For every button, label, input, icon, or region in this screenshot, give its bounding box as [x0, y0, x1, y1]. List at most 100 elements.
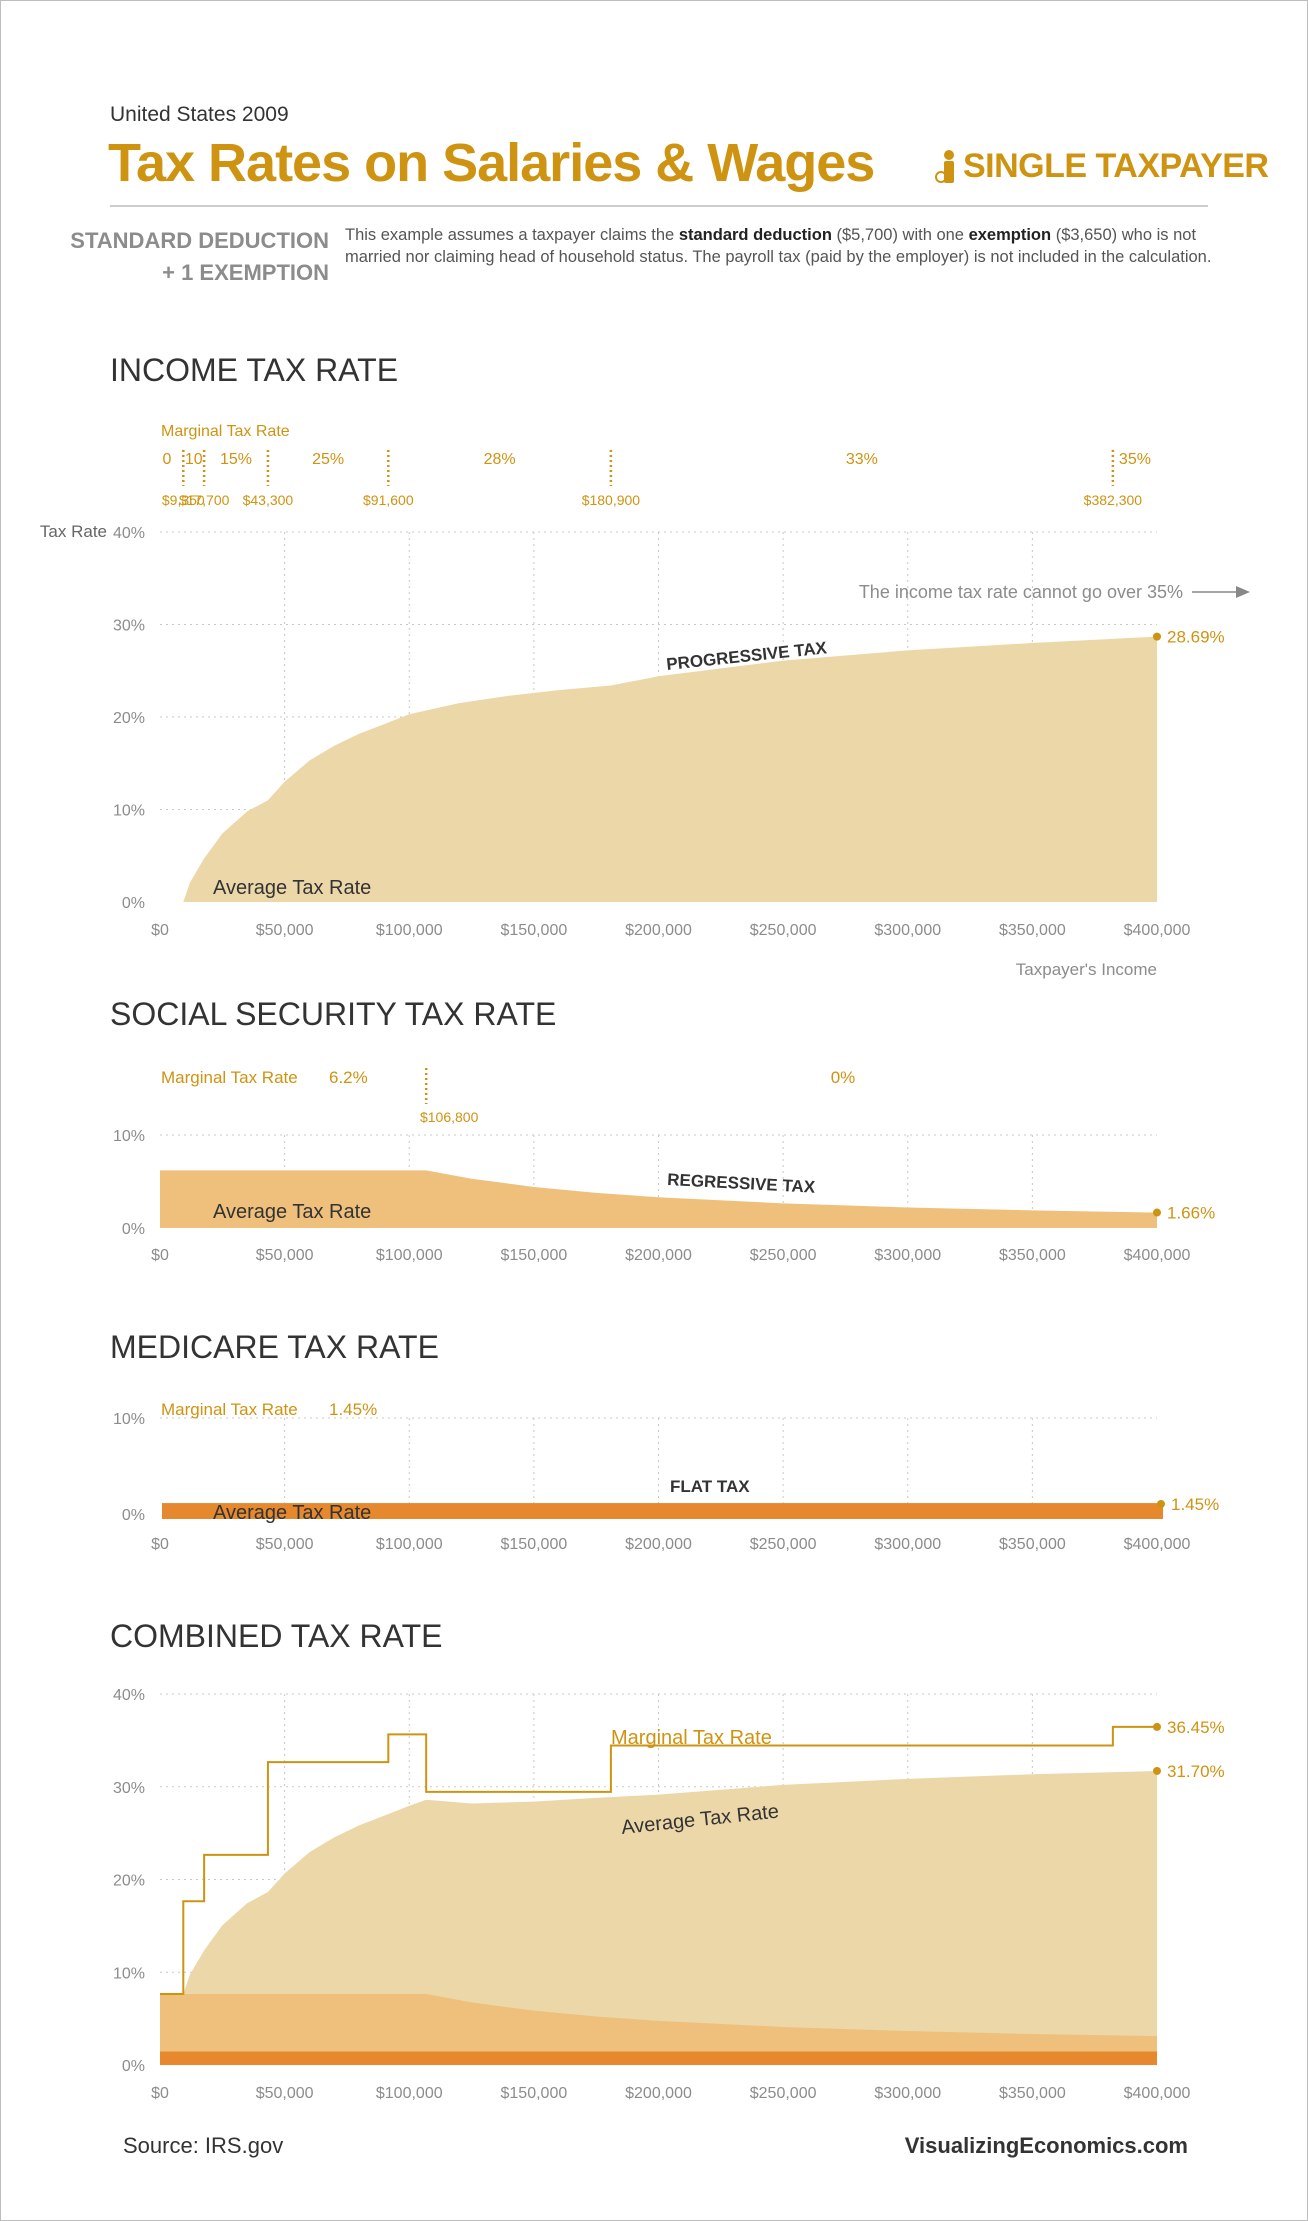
taxpayer-label-text: SINGLE TAXPAYER — [963, 147, 1269, 185]
x-tick-label: $100,000 — [376, 922, 443, 939]
income-marginal-rate: 25% — [312, 451, 344, 468]
deduction-label-line2: + 1 EXEMPTION — [162, 260, 329, 285]
ss-marginal-title: Marginal Tax Rate — [161, 1068, 298, 1087]
x-tick-label: $200,000 — [625, 2085, 692, 2102]
ss-threshold-label: $106,800 — [420, 1109, 479, 1125]
taxpayer-icon — [935, 149, 954, 183]
x-tick-label: $0 — [151, 1536, 169, 1553]
x-tick-label: $250,000 — [750, 1536, 817, 1553]
arrow-icon — [1236, 586, 1250, 598]
combined-section-title: COMBINED TAX RATE — [110, 1618, 443, 1654]
ss-end-label-dot — [1153, 1208, 1161, 1217]
x-tick-label: $400,000 — [1124, 1247, 1191, 1264]
x-tick-label: $250,000 — [750, 2085, 817, 2102]
income-threshold-label: $9,350 — [162, 492, 205, 508]
x-tick-label: $0 — [151, 2085, 169, 2102]
ss-average-area — [160, 1170, 1157, 1228]
y-tick-label: 10% — [113, 1128, 145, 1145]
medicare-series-label: Average Tax Rate — [213, 1502, 371, 1524]
medicare-end-label-dot — [1157, 1500, 1165, 1508]
x-tick-label: $300,000 — [874, 1247, 941, 1264]
combined-marginal-label: Marginal Tax Rate — [611, 1727, 772, 1749]
description-part: This example assumes a taxpayer claims t… — [345, 226, 679, 244]
income-marginal-rate: 33% — [846, 451, 878, 468]
supertitle: United States 2009 — [110, 103, 289, 126]
combined-marginal-end-label-dot — [1153, 1722, 1161, 1731]
combined-average-end-label-dot — [1153, 1766, 1161, 1775]
description-text: This example assumes a taxpayer claims t… — [345, 224, 1215, 268]
x-tick-label: $50,000 — [256, 1536, 314, 1553]
x-tick-label: $300,000 — [874, 922, 941, 939]
x-tick-label: $0 — [151, 922, 169, 939]
y-tick-label: 30% — [113, 618, 145, 635]
x-tick-label: $250,000 — [750, 1247, 817, 1264]
medicare-flat-bar — [162, 1503, 1163, 1519]
y-tick-label: 40% — [113, 1687, 145, 1704]
x-tick-label: $400,000 — [1124, 2085, 1191, 2102]
x-axis-label: Taxpayer's Income — [1016, 960, 1157, 979]
page-title: Tax Rates on Salaries & Wages — [108, 133, 875, 193]
x-tick-label: $400,000 — [1124, 1536, 1191, 1553]
y-tick-label: 10% — [113, 1965, 145, 1982]
ss-marginal-rate: 6.2% — [329, 1068, 368, 1087]
x-tick-label: $200,000 — [625, 922, 692, 939]
single-taxpayer-label: SINGLE TAXPAYER — [935, 147, 1269, 186]
x-tick-label: $300,000 — [874, 1536, 941, 1553]
medicare-marginal-rate: 1.45% — [329, 1400, 377, 1419]
x-tick-label: $350,000 — [999, 2085, 1066, 2102]
x-tick-label: $50,000 — [256, 922, 314, 939]
y-tick-label: 40% — [113, 525, 145, 542]
medicare-section-title: MEDICARE TAX RATE — [110, 1329, 439, 1365]
x-tick-label: $150,000 — [501, 2085, 568, 2102]
x-tick-label: $100,000 — [376, 1247, 443, 1264]
income-marginal-rate: 28% — [484, 451, 516, 468]
brand-text: VisualizingEconomics.com — [904, 2133, 1188, 2158]
y-tick-label: 10% — [113, 803, 145, 820]
income-note: The income tax rate cannot go over 35% — [859, 582, 1183, 602]
income-marginal-rate: 15% — [220, 451, 252, 468]
source-text: Source: IRS.gov — [123, 2133, 284, 2158]
income-marginal-rate: 35% — [1119, 451, 1151, 468]
combined-average-end-label: 31.70% — [1167, 1762, 1225, 1781]
income-average-area — [160, 636, 1157, 902]
x-tick-label: $200,000 — [625, 1536, 692, 1553]
combined-medicare-area — [160, 2051, 1157, 2065]
x-tick-label: $400,000 — [1124, 922, 1191, 939]
income-section-title: INCOME TAX RATE — [110, 352, 399, 388]
combined-marginal-end-label: 36.45% — [1167, 1718, 1225, 1737]
income-threshold-label: $91,600 — [363, 492, 414, 508]
x-tick-label: $300,000 — [874, 2085, 941, 2102]
x-tick-label: $100,000 — [376, 2085, 443, 2102]
x-tick-label: $50,000 — [256, 1247, 314, 1264]
ss-end-label: 1.66% — [1167, 1204, 1215, 1223]
income-series-label: Average Tax Rate — [213, 877, 371, 899]
x-tick-label: $250,000 — [750, 922, 817, 939]
description-part: ($3,650) who is not married nor claiming… — [345, 226, 1212, 266]
x-tick-label: $350,000 — [999, 1247, 1066, 1264]
x-tick-label: $150,000 — [501, 1536, 568, 1553]
medicare-marginal-title: Marginal Tax Rate — [161, 1400, 298, 1419]
income-end-label: 28.69% — [1167, 628, 1225, 647]
y-axis-label: Tax Rate — [40, 522, 107, 541]
y-tick-label: 30% — [113, 1780, 145, 1797]
description-part: ($5,700) with one — [831, 226, 969, 244]
income-threshold-label: $180,900 — [582, 492, 641, 508]
x-tick-label: $350,000 — [999, 922, 1066, 939]
income-threshold-label: $17,700 — [179, 492, 230, 508]
x-tick-label: $0 — [151, 1247, 169, 1264]
ss-series-label: Average Tax Rate — [213, 1201, 371, 1223]
y-tick-label: 20% — [113, 710, 145, 727]
y-tick-label: 20% — [113, 1873, 145, 1890]
income-marginal-title: Marginal Tax Rate — [161, 423, 290, 440]
x-tick-label: $350,000 — [999, 1536, 1066, 1553]
income-threshold-label: $43,300 — [243, 492, 294, 508]
medicare-type-label: FLAT TAX — [670, 1477, 750, 1496]
combined-average-area — [160, 1770, 1157, 2065]
x-tick-label: $100,000 — [376, 1536, 443, 1553]
header-rule — [110, 205, 1208, 207]
deduction-label-line1: STANDARD DEDUCTION — [70, 228, 329, 253]
combined-marginal-line — [160, 1725, 1157, 1996]
x-tick-label: $200,000 — [625, 1247, 692, 1264]
description-bold: standard deduction — [678, 226, 832, 244]
